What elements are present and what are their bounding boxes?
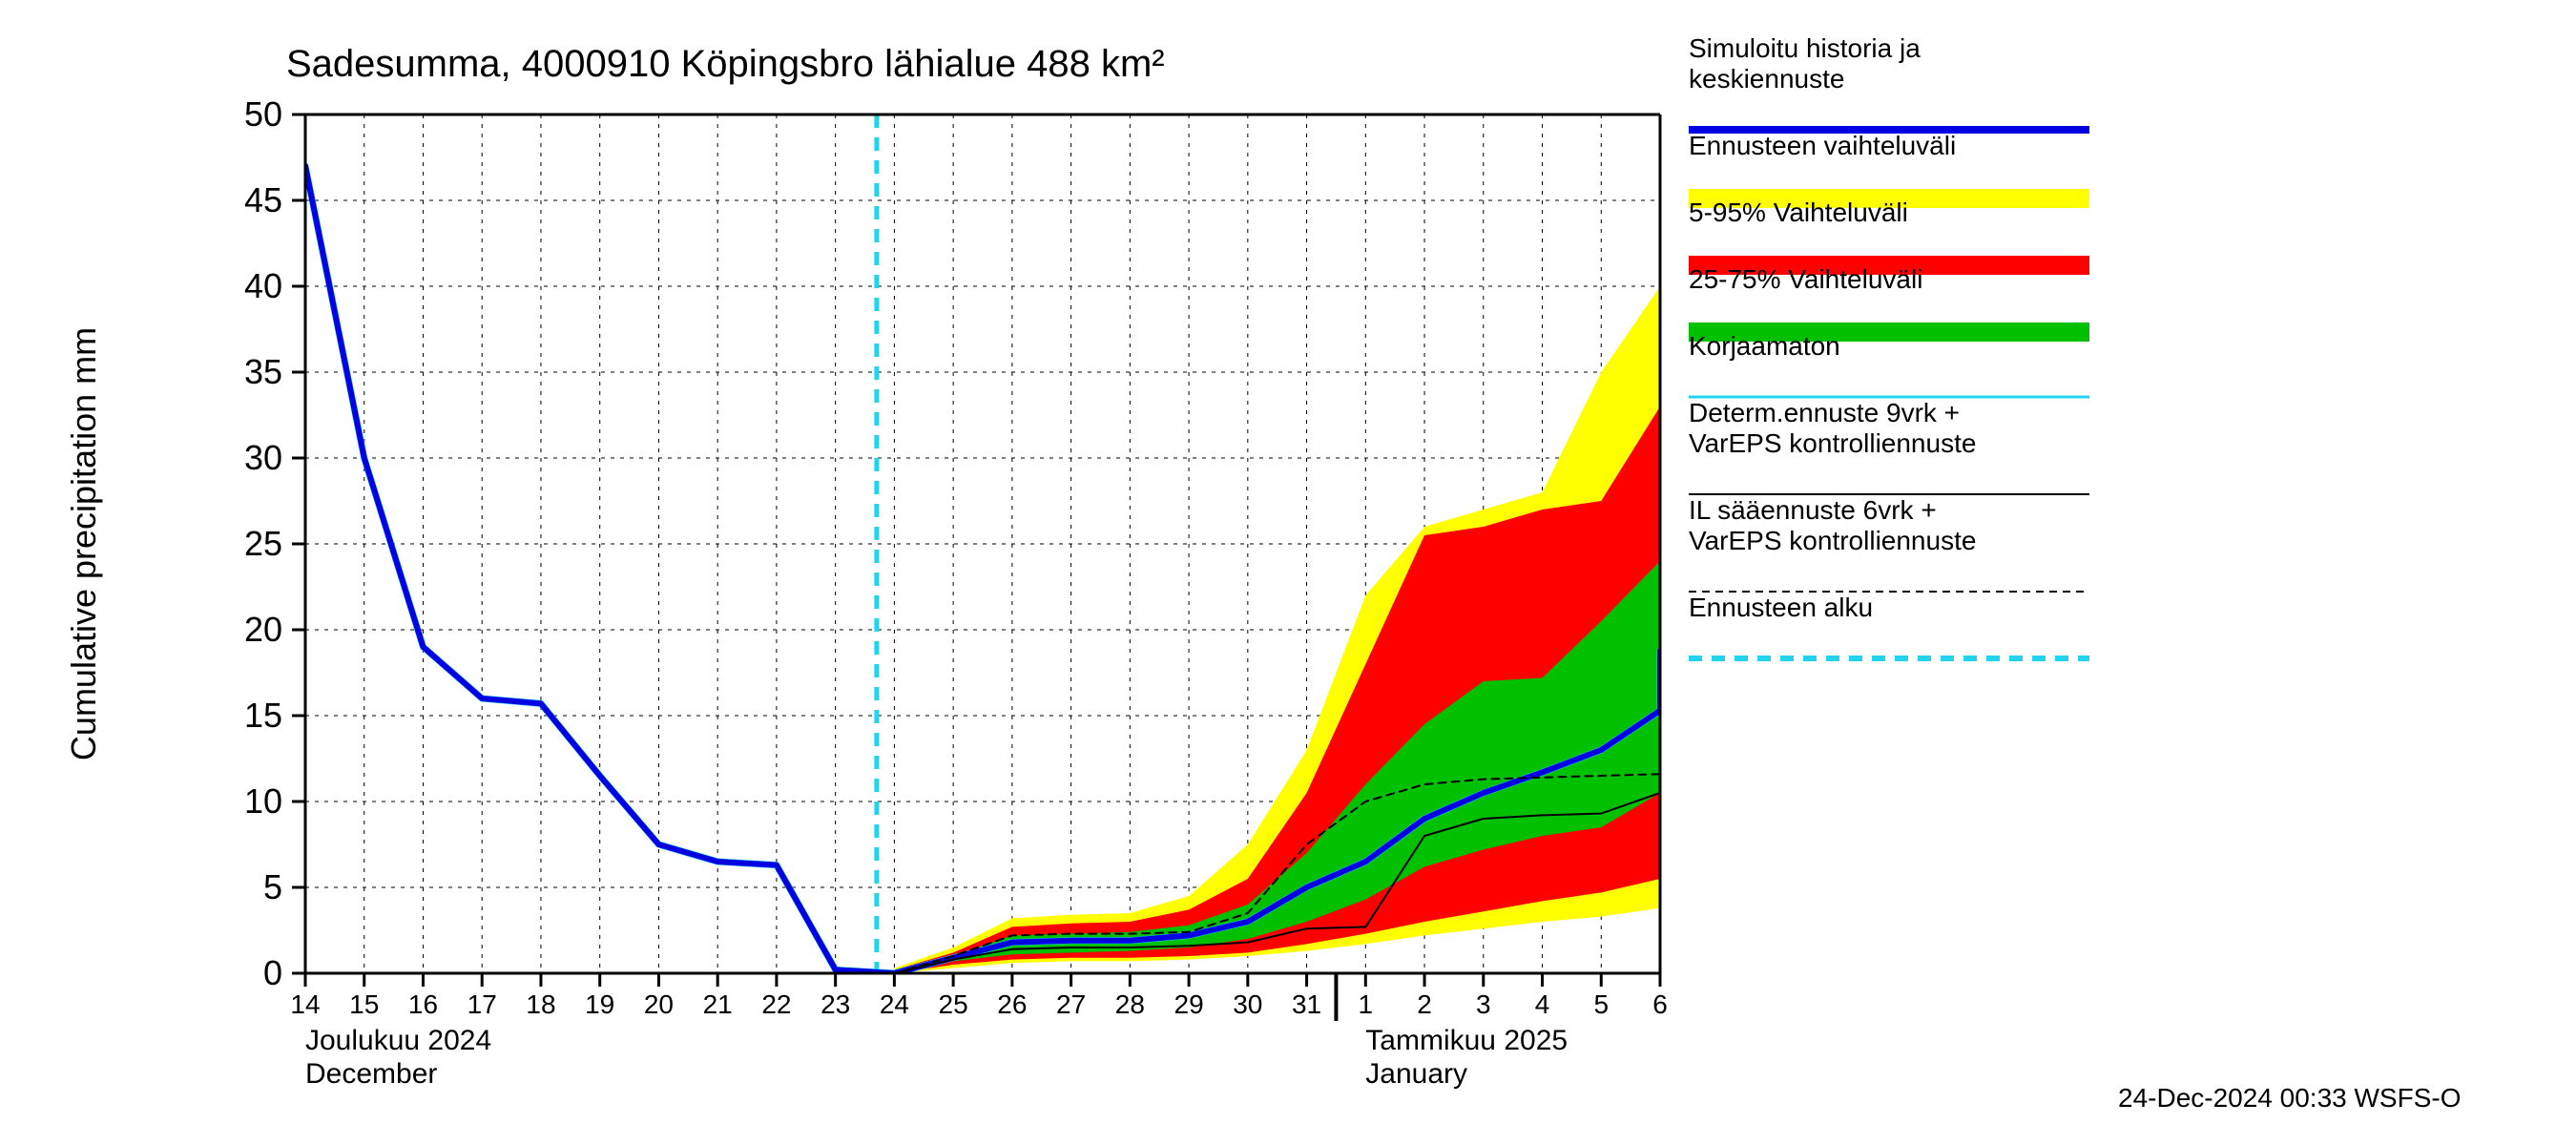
chart-svg: 0510152025303540455014151617181920212223…: [0, 0, 2576, 1145]
svg-text:28: 28: [1115, 989, 1145, 1019]
svg-text:Determ.ennuste 9vrk +: Determ.ennuste 9vrk +: [1689, 398, 1960, 427]
svg-text:30: 30: [1233, 989, 1262, 1019]
svg-text:19: 19: [585, 989, 614, 1019]
svg-text:35: 35: [244, 352, 282, 391]
svg-text:15: 15: [349, 989, 379, 1019]
svg-text:27: 27: [1056, 989, 1086, 1019]
svg-text:4: 4: [1535, 989, 1550, 1019]
svg-text:VarEPS kontrolliennuste: VarEPS kontrolliennuste: [1689, 526, 1976, 555]
svg-text:Tammikuu 2025: Tammikuu 2025: [1365, 1025, 1568, 1056]
svg-text:29: 29: [1174, 989, 1204, 1019]
svg-text:5: 5: [263, 867, 282, 906]
svg-text:14: 14: [290, 989, 320, 1019]
svg-text:40: 40: [244, 266, 282, 305]
svg-text:Korjaamaton: Korjaamaton: [1689, 331, 1840, 361]
svg-text:5: 5: [1593, 989, 1609, 1019]
svg-text:16: 16: [408, 989, 438, 1019]
svg-text:keskiennuste: keskiennuste: [1689, 64, 1844, 94]
svg-text:18: 18: [526, 989, 555, 1019]
svg-text:Joulukuu 2024: Joulukuu 2024: [305, 1025, 491, 1056]
svg-text:3: 3: [1476, 989, 1491, 1019]
svg-text:1: 1: [1359, 989, 1374, 1019]
svg-text:17: 17: [467, 989, 497, 1019]
svg-text:22: 22: [761, 989, 791, 1019]
svg-text:Simuloitu historia ja: Simuloitu historia ja: [1689, 33, 1921, 63]
svg-text:31: 31: [1292, 989, 1321, 1019]
svg-text:6: 6: [1652, 989, 1668, 1019]
svg-text:23: 23: [821, 989, 850, 1019]
svg-text:5-95% Vaihteluväli: 5-95% Vaihteluväli: [1689, 198, 1908, 227]
svg-text:50: 50: [244, 94, 282, 134]
svg-text:30: 30: [244, 438, 282, 477]
svg-text:25: 25: [939, 989, 968, 1019]
svg-text:Sadesumma, 4000910 Köpingsbro: Sadesumma, 4000910 Köpingsbro lähialue 4…: [286, 43, 1165, 85]
svg-text:20: 20: [644, 989, 674, 1019]
precipitation-forecast-chart: 0510152025303540455014151617181920212223…: [0, 0, 2576, 1145]
svg-text:45: 45: [244, 180, 282, 219]
svg-text:20: 20: [244, 610, 282, 649]
svg-text:25: 25: [244, 524, 282, 563]
svg-text:2: 2: [1417, 989, 1432, 1019]
svg-text:Ennusteen alku: Ennusteen alku: [1689, 593, 1873, 622]
svg-text:24: 24: [880, 989, 909, 1019]
svg-text:January: January: [1365, 1058, 1467, 1090]
svg-text:IL sääennuste 6vrk +: IL sääennuste 6vrk +: [1689, 495, 1937, 525]
svg-text:15: 15: [244, 696, 282, 735]
svg-text:Cumulative precipitation mm: Cumulative precipitation mm: [64, 327, 103, 760]
svg-text:21: 21: [703, 989, 733, 1019]
svg-text:24-Dec-2024 00:33 WSFS-O: 24-Dec-2024 00:33 WSFS-O: [2118, 1083, 2462, 1113]
svg-text:VarEPS kontrolliennuste: VarEPS kontrolliennuste: [1689, 428, 1976, 458]
svg-text:0: 0: [263, 953, 282, 992]
svg-text:Ennusteen vaihteluväli: Ennusteen vaihteluväli: [1689, 131, 1956, 160]
svg-text:25-75% Vaihteluväli: 25-75% Vaihteluväli: [1689, 264, 1922, 294]
svg-text:10: 10: [244, 781, 282, 821]
svg-text:December: December: [305, 1058, 437, 1090]
svg-text:26: 26: [997, 989, 1027, 1019]
